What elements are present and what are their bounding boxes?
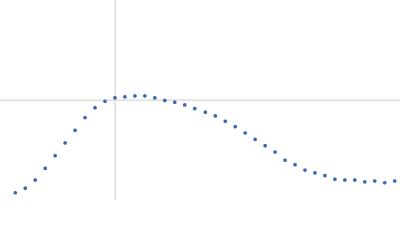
point	[273, 150, 277, 154]
point	[172, 100, 177, 105]
point	[93, 105, 97, 110]
point	[372, 179, 377, 183]
point	[123, 95, 127, 99]
point	[323, 173, 327, 178]
point	[243, 131, 247, 135]
point	[293, 162, 297, 167]
point	[103, 99, 107, 104]
point	[113, 95, 117, 100]
point	[213, 114, 218, 118]
point	[233, 124, 238, 129]
point	[303, 168, 307, 172]
point	[133, 94, 137, 98]
point	[313, 171, 317, 175]
point	[83, 115, 87, 120]
point	[162, 98, 167, 103]
point	[382, 181, 387, 185]
point	[153, 95, 157, 100]
point	[223, 119, 228, 124]
point	[182, 103, 187, 107]
point	[63, 141, 67, 145]
point	[53, 153, 57, 158]
point	[192, 106, 197, 111]
point	[13, 190, 18, 195]
point	[283, 158, 287, 162]
point	[263, 143, 267, 148]
point	[343, 178, 347, 182]
point	[353, 178, 357, 182]
point	[362, 180, 367, 184]
point	[253, 137, 257, 142]
point	[203, 110, 208, 115]
point	[392, 179, 397, 183]
point	[333, 177, 337, 181]
point	[33, 178, 38, 182]
point	[43, 166, 47, 171]
point	[23, 186, 28, 191]
point	[73, 128, 77, 133]
point	[143, 94, 147, 98]
chart	[0, 0, 400, 200]
